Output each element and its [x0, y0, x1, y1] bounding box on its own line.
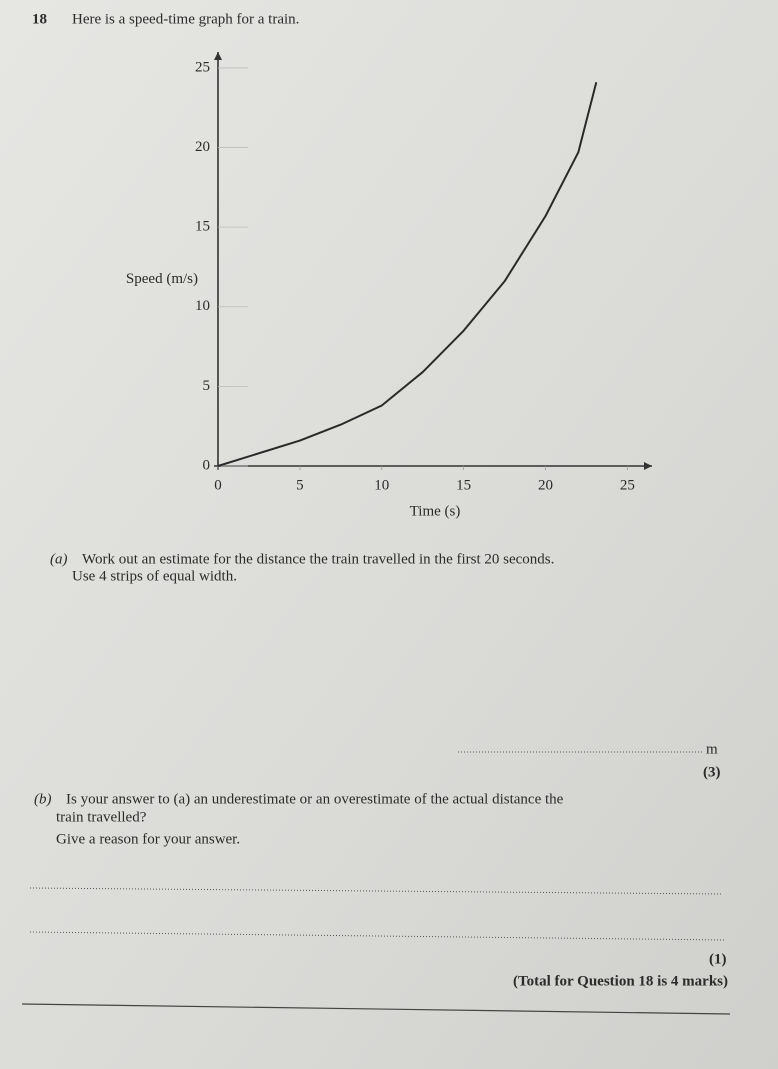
answer-unit: m [706, 741, 718, 757]
y-tick-label: 5 [203, 378, 211, 394]
question-intro: Here is a speed-time graph for a train. [72, 11, 299, 27]
x-tick-label: 15 [456, 477, 471, 493]
chart: 0 5 10 15 20 25 0 5 10 15 20 25 Time (s) Speed (m/s) [126, 52, 652, 519]
y-axis-label: Speed (m/s) [126, 271, 198, 287]
question-text: Work out an estimate for the distance th… [82, 551, 554, 567]
part-label: (b) [34, 791, 52, 807]
x-axis-label: Time (s) [410, 503, 461, 519]
question-text: Give a reason for your answer. [56, 831, 240, 847]
y-tick-label: 0 [203, 457, 211, 473]
y-tick-label: 20 [195, 139, 210, 155]
marks: (1) [709, 951, 727, 967]
part-label: (a) [50, 551, 68, 567]
axis-arrow [644, 462, 652, 470]
y-tick-label: 15 [195, 219, 210, 235]
question-text: Is your answer to (a) an underestimate o… [66, 791, 564, 807]
x-tick-label: 10 [374, 477, 389, 493]
total-marks: (Total for Question 18 is 4 marks) [513, 973, 728, 989]
y-tick-label: 25 [195, 59, 210, 75]
x-tick-label: 20 [538, 477, 553, 493]
question-number: 18 [32, 11, 47, 27]
curve [217, 82, 598, 467]
x-tick-label: 0 [214, 477, 222, 493]
y-tick-label: 10 [195, 298, 210, 314]
question-text: Use 4 strips of equal width. [72, 568, 237, 584]
question-text: train travelled? [56, 809, 147, 825]
answer-line [29, 931, 726, 941]
marks: (3) [703, 764, 721, 780]
x-tick-label: 25 [620, 477, 635, 493]
x-tick-label: 5 [296, 477, 304, 493]
axis-arrow [214, 52, 222, 60]
rule [21, 1003, 731, 1015]
answer-line [29, 887, 723, 895]
